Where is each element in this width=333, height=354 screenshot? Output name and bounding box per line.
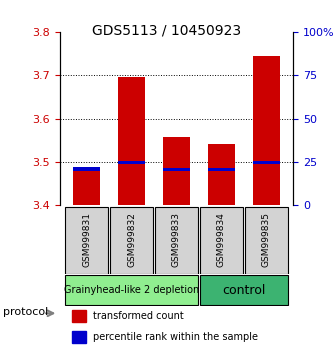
Text: percentile rank within the sample: percentile rank within the sample — [93, 332, 257, 342]
Text: GSM999834: GSM999834 — [217, 212, 226, 267]
Bar — [253, 160, 280, 164]
Bar — [73, 167, 100, 171]
Text: protocol: protocol — [3, 307, 49, 316]
Bar — [118, 161, 145, 164]
FancyBboxPatch shape — [110, 206, 153, 274]
FancyBboxPatch shape — [200, 275, 288, 306]
Text: GSM999831: GSM999831 — [82, 212, 91, 267]
Text: GDS5113 / 10450923: GDS5113 / 10450923 — [92, 23, 241, 37]
Text: GSM999835: GSM999835 — [262, 212, 271, 267]
Text: control: control — [222, 284, 265, 297]
Bar — [208, 168, 235, 171]
Text: transformed count: transformed count — [93, 311, 183, 321]
Bar — [163, 168, 190, 171]
FancyBboxPatch shape — [65, 275, 198, 306]
FancyBboxPatch shape — [65, 206, 108, 274]
Bar — [72, 310, 86, 322]
FancyBboxPatch shape — [245, 206, 288, 274]
Bar — [253, 56, 280, 205]
Text: GSM999832: GSM999832 — [127, 212, 136, 267]
FancyBboxPatch shape — [155, 206, 198, 274]
Text: GSM999833: GSM999833 — [172, 212, 181, 267]
Bar — [163, 137, 190, 205]
Text: Grainyhead-like 2 depletion: Grainyhead-like 2 depletion — [64, 285, 199, 295]
FancyBboxPatch shape — [200, 206, 243, 274]
Bar — [72, 331, 86, 343]
Bar — [73, 169, 100, 205]
Bar — [118, 77, 145, 205]
Bar — [208, 144, 235, 205]
